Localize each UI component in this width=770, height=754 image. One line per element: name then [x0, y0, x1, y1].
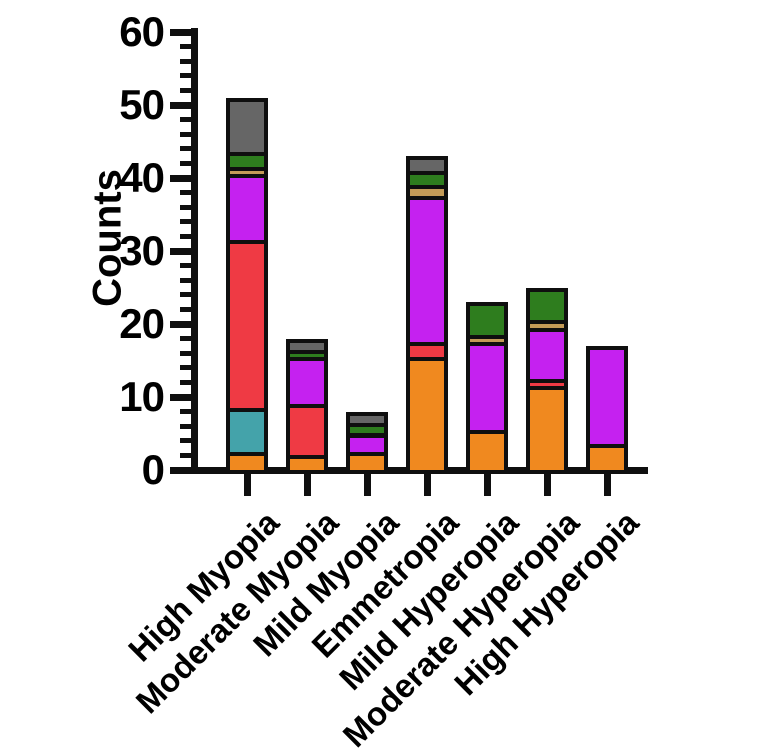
y-axis-minor-tick [180, 44, 195, 50]
bar-segment-magenta-segment [286, 356, 328, 409]
y-axis-minor-tick [180, 336, 195, 342]
bar-segment-gray-segment [406, 156, 448, 175]
y-axis-minor-tick [180, 292, 195, 298]
y-axis-minor-tick [180, 452, 195, 458]
y-axis-minor-tick [180, 131, 195, 137]
bar-segment-magenta-segment [226, 174, 268, 245]
bar-segment-magenta-segment [586, 345, 628, 449]
bar-segment-green-segment [526, 287, 568, 325]
y-axis-minor-tick [180, 438, 195, 444]
bar-segment-teal-segment [226, 407, 268, 456]
y-axis-minor-tick [180, 73, 195, 79]
x-axis-tick [543, 474, 551, 496]
y-axis-major-tick [170, 101, 195, 109]
y-tick-label: 30 [119, 227, 165, 274]
y-tick-label: 0 [141, 446, 165, 493]
y-tick-label: 20 [119, 300, 165, 347]
y-axis-minor-tick [180, 58, 195, 64]
bar-segment-magenta-segment [406, 196, 448, 347]
bar-segment-gray-segment [226, 97, 268, 157]
y-tick-label: 10 [119, 373, 165, 420]
y-axis-minor-tick [180, 409, 195, 415]
x-axis-tick [363, 474, 371, 496]
bar-segment-red-segment [286, 404, 328, 460]
bar-segment-orange-segment [406, 356, 448, 474]
y-axis-minor-tick [180, 190, 195, 196]
y-axis-minor-tick [180, 263, 195, 269]
y-axis-minor-tick [180, 277, 195, 283]
y-axis-major-tick [170, 174, 195, 182]
y-axis-minor-tick [180, 117, 195, 123]
bar-segment-magenta-segment [526, 327, 568, 383]
y-axis-major-tick [170, 28, 195, 36]
y-axis-line [191, 28, 198, 474]
y-axis-minor-tick [180, 365, 195, 371]
bar-segment-gray-segment [286, 338, 328, 354]
bar-segment-orange-segment [586, 444, 628, 474]
bar-segment-gray-segment [346, 411, 388, 427]
y-axis-minor-tick [180, 233, 195, 239]
x-axis-tick [303, 474, 311, 496]
bar-segment-green-segment [466, 302, 508, 339]
y-axis-major-tick [170, 247, 195, 255]
x-axis-tick [243, 474, 251, 496]
x-axis-tick [603, 474, 611, 496]
y-tick-label: 40 [119, 154, 165, 201]
y-axis-minor-tick [180, 306, 195, 312]
bar-segment-orange-segment [466, 429, 508, 474]
y-axis-minor-tick [180, 160, 195, 166]
y-axis-minor-tick [180, 379, 195, 385]
y-axis-minor-tick [180, 423, 195, 429]
x-axis-tick [423, 474, 431, 496]
bar-segment-orange-segment [526, 386, 568, 474]
y-axis-minor-tick [180, 219, 195, 225]
y-axis-minor-tick [180, 146, 195, 152]
y-axis-minor-tick [180, 87, 195, 93]
x-axis-tick [483, 474, 491, 496]
bar-segment-magenta-segment [466, 342, 508, 434]
y-axis-major-tick [170, 393, 195, 401]
y-tick-label: 60 [119, 8, 165, 55]
y-tick-label: 50 [119, 81, 165, 128]
bar-segment-red-segment [226, 240, 268, 412]
y-axis-major-tick [170, 320, 195, 328]
y-axis-minor-tick [180, 204, 195, 210]
y-axis-minor-tick [180, 350, 195, 356]
